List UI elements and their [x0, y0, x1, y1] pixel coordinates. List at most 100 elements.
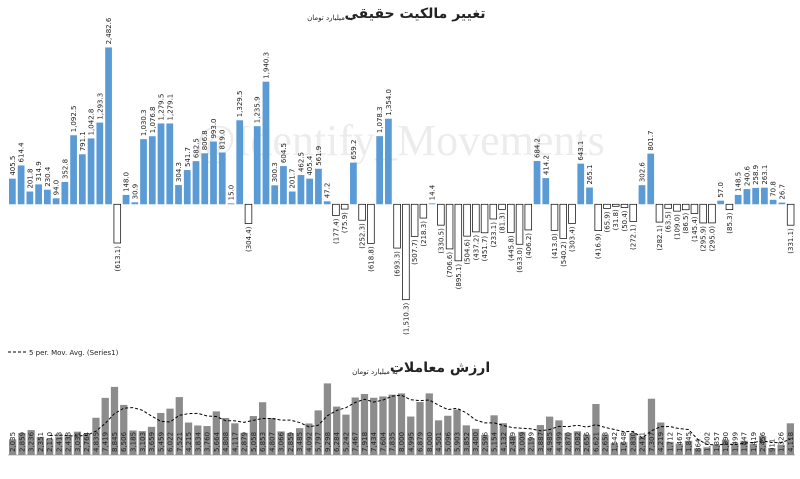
data-label: 819.0: [219, 129, 227, 149]
bar: [699, 203, 707, 224]
bar: [120, 404, 128, 455]
data-label: 864: [694, 438, 702, 452]
bar: [129, 430, 137, 455]
bar: [83, 433, 91, 455]
data-label: 1,279.5: [158, 94, 166, 121]
bar: [323, 383, 332, 455]
data-label: 1,002: [704, 432, 712, 452]
data-label: 6,621: [592, 432, 600, 452]
bar: [192, 161, 200, 205]
bar: [370, 397, 378, 455]
chart-title: ارزش معاملات: [390, 360, 490, 376]
bar: [694, 448, 702, 455]
data-label: (633.0): [516, 247, 524, 273]
data-label: 2,859: [18, 432, 26, 452]
data-label: 2,658: [602, 432, 610, 452]
bar: [758, 436, 767, 455]
data-label: 5,058: [250, 432, 258, 452]
bar: [231, 423, 239, 455]
data-label: 1,990: [722, 432, 730, 452]
bar: [388, 394, 396, 455]
data-label: 26.7: [778, 184, 786, 200]
bar: [489, 203, 498, 220]
bar: [262, 81, 270, 205]
bar: [305, 423, 313, 455]
data-label: 2,035: [9, 432, 17, 452]
bar: [52, 198, 60, 205]
moving-average-line: [49, 394, 791, 446]
bar: [70, 135, 77, 205]
bar: [573, 431, 582, 455]
bar: [333, 406, 341, 455]
bar: [638, 185, 646, 205]
bar: [601, 434, 609, 455]
bar: [376, 136, 384, 205]
data-label: 7,521: [176, 432, 184, 452]
data-label: 30.9: [131, 184, 139, 200]
data-label: 1,030.3: [140, 109, 148, 136]
bar: [296, 428, 304, 455]
data-label: (413.0): [551, 233, 559, 259]
data-label: 2,438: [65, 432, 73, 452]
bar: [717, 200, 725, 205]
bar: [542, 178, 550, 205]
bar: [778, 202, 786, 205]
bar: [297, 175, 305, 205]
bar: [681, 203, 690, 211]
bar: [647, 398, 656, 455]
bar: [463, 203, 471, 237]
bar: [221, 417, 230, 455]
data-label: 3,236: [28, 431, 36, 452]
data-label: (233.1): [490, 222, 498, 248]
data-label: (282.1): [656, 225, 664, 251]
data-label: 3,009: [518, 432, 526, 452]
data-label: 14.4: [429, 184, 437, 200]
bar: [603, 203, 611, 209]
data-label: (540.2): [560, 241, 568, 267]
bar: [184, 422, 193, 455]
bar: [157, 123, 165, 205]
data-label: 3,400: [472, 432, 480, 452]
bar: [131, 202, 139, 205]
data-label: 659.2: [350, 140, 358, 160]
data-label: 3,185: [129, 432, 137, 452]
bar: [690, 203, 699, 214]
bar: [445, 203, 454, 250]
data-label: 230.4: [44, 166, 52, 187]
bar: [434, 420, 443, 455]
bar: [786, 203, 795, 226]
bar: [453, 409, 461, 455]
data-label: (272.1): [630, 224, 638, 250]
data-label: 4,215: [185, 432, 193, 452]
bar: [244, 203, 253, 224]
data-label: (145.4): [691, 216, 699, 242]
bar: [777, 444, 785, 455]
data-label: 4,835: [92, 432, 100, 452]
data-label: 682.5: [193, 138, 201, 158]
bar: [546, 416, 554, 455]
data-label: 148.0: [123, 172, 131, 192]
chart-subtitle: به میلیارد تومان: [307, 14, 353, 22]
data-label: 47.2: [324, 183, 332, 199]
data-label: 1,076.8: [149, 107, 157, 134]
bar: [46, 438, 54, 455]
data-label: 3,031: [74, 432, 82, 452]
data-label: 3,659: [148, 432, 156, 452]
bar: [210, 141, 217, 205]
bar: [27, 430, 35, 455]
data-label: 1,940.3: [262, 52, 270, 79]
bar: [26, 191, 34, 205]
bar: [166, 123, 174, 205]
data-label: 561.9: [315, 146, 323, 166]
bar: [490, 415, 498, 455]
bar: [768, 447, 776, 455]
bar: [288, 191, 296, 205]
data-label: 352.8: [61, 159, 69, 179]
bar: [9, 178, 16, 205]
bar: [280, 166, 287, 205]
data-label: (445.8): [507, 235, 515, 261]
bar: [675, 443, 683, 455]
data-label: 5,242: [342, 432, 350, 452]
data-label: 2,879: [241, 432, 249, 452]
bar: [437, 203, 445, 226]
